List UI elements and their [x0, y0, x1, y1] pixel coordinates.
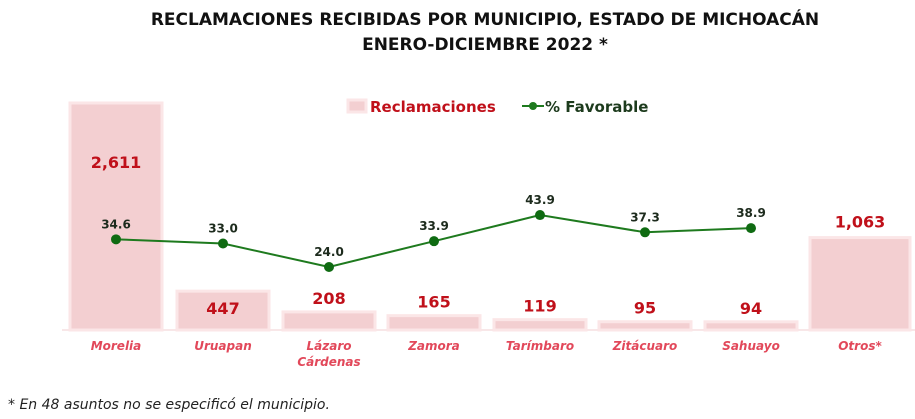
bar-1: [175, 289, 271, 332]
bar-value-label: 208: [312, 289, 345, 308]
bar-value-label: 95: [634, 299, 656, 318]
bar-0: [68, 101, 164, 332]
bar-4: [492, 318, 588, 332]
favorable-point: [218, 238, 228, 249]
legend-line-marker: [529, 102, 537, 110]
legend-line-label: % Favorable: [545, 98, 648, 116]
bar-value-label: 2,611: [91, 153, 142, 172]
legend: Reclamaciones % Favorable: [346, 98, 648, 116]
favorable-point: [324, 262, 334, 272]
favorable-value-label: 37.3: [630, 210, 660, 224]
bar-value-label: 447: [206, 299, 239, 318]
favorable-point: [429, 236, 439, 247]
category-label: Tarímbaro: [506, 339, 574, 353]
favorable-value-label: 34.6: [101, 217, 131, 231]
category-label: Cárdenas: [297, 355, 360, 369]
bar-value-label: 1,063: [835, 213, 886, 232]
category-label: Morelia: [91, 339, 142, 353]
favorable-value-label: 38.9: [736, 206, 766, 220]
bar-2: [281, 310, 377, 332]
category-label: Zitácuaro: [612, 339, 678, 353]
favorable-value-label: 24.0: [314, 245, 344, 259]
category-label: Lázaro: [307, 339, 352, 353]
bar-value-label: 165: [417, 293, 450, 312]
chart-subtitle: ENERO-DICIEMBRE 2022 *: [362, 35, 608, 55]
legend-bar-swatch: [346, 98, 368, 114]
favorable-point: [746, 223, 756, 234]
bar-5: [597, 320, 693, 332]
favorable-value-label: 43.9: [525, 193, 555, 207]
category-label: Sahuayo: [722, 339, 780, 353]
favorable-value-label: 33.0: [208, 222, 238, 236]
category-label: Otros*: [838, 339, 882, 353]
category-label: Uruapan: [194, 339, 252, 353]
bar-6: [703, 320, 799, 332]
bar-value-label: 119: [523, 297, 556, 316]
category-label: Zamora: [407, 339, 460, 353]
favorable-value-label: 33.9: [419, 219, 449, 233]
bar-7: [808, 236, 912, 332]
bar-value-label: 94: [740, 299, 762, 318]
favorable-point: [535, 210, 545, 221]
legend-bar-label: Reclamaciones: [370, 98, 496, 116]
favorable-point: [640, 227, 650, 238]
bar-3: [386, 314, 482, 332]
chart-title: RECLAMACIONES RECIBIDAS POR MUNICIPIO, E…: [151, 8, 819, 30]
favorable-point: [111, 234, 121, 245]
footnote: * En 48 asuntos no se especificó el muni…: [8, 397, 330, 413]
